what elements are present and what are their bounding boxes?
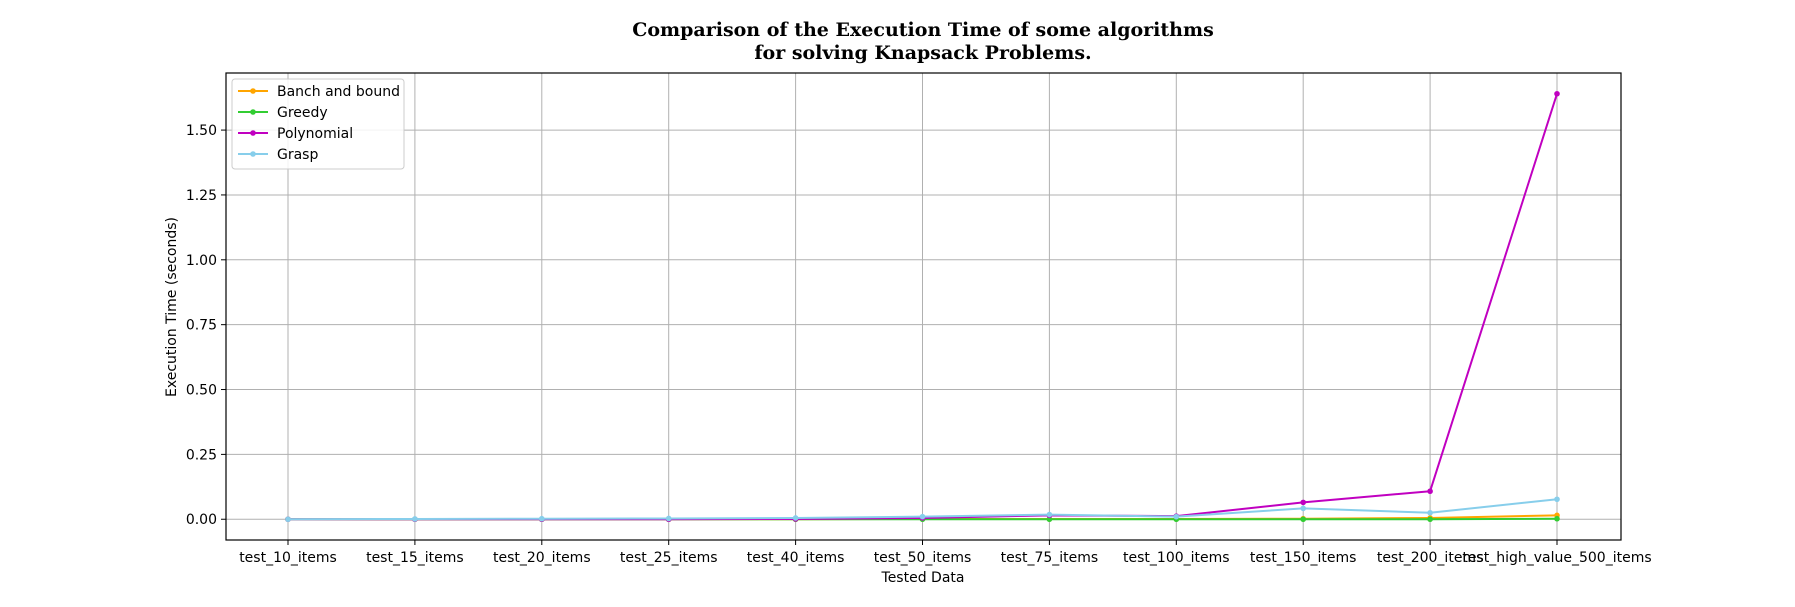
x-tick-label: test_25_items [620, 550, 718, 566]
y-tick-label: 0.25 [186, 447, 217, 463]
x-tick-label: test_15_items [366, 550, 464, 566]
data-point-grasp [412, 516, 418, 522]
data-point-polynomial [1554, 90, 1560, 97]
data-point-polynomial [1427, 488, 1433, 495]
legend: Banch and bound Greedy Polynomial Grasp [231, 78, 405, 170]
data-point-grasp [1300, 505, 1306, 512]
y-tick-label: 0.50 [186, 383, 217, 399]
data-point-grasp [1427, 509, 1433, 516]
y-tick-label: 0.75 [186, 318, 217, 334]
data-point-grasp [792, 515, 799, 521]
data-point-polynomial [1300, 499, 1306, 506]
legend-label: Greedy [277, 105, 328, 121]
axis-ticks: test_10_items test_15_items test_20_items t… [186, 123, 1652, 566]
grid [226, 73, 1621, 540]
data-point-grasp [665, 515, 672, 522]
legend-marker [250, 130, 256, 136]
data-point-greedy [1300, 516, 1306, 523]
x-tick-label: test_150_items [1250, 550, 1357, 566]
chart-title-line-1: Comparison of the Execution Time of some… [632, 19, 1214, 41]
y-tick-label: 1.50 [186, 123, 217, 139]
data-point-grasp [285, 516, 291, 523]
data-point-greedy [1554, 515, 1560, 522]
chart-title-line-2: for solving Knapsack Problems. [754, 42, 1091, 64]
x-tick-label: test_200_items [1377, 550, 1484, 566]
x-tick-label: test_100_items [1123, 550, 1230, 566]
data-point-grasp [539, 515, 545, 522]
plot-area [226, 73, 1621, 540]
x-tick-label: test_10_items [239, 550, 337, 566]
legend-box [231, 78, 405, 170]
series-lines [285, 90, 1560, 523]
data-point-greedy [1427, 516, 1433, 523]
legend-marker [250, 151, 256, 157]
legend-marker [250, 88, 256, 94]
x-tick-label: test_75_items [1001, 550, 1099, 566]
legend-label: Grasp [277, 147, 318, 163]
x-tick-label: test_40_items [747, 550, 845, 566]
x-axis-label: Tested Data [881, 570, 965, 586]
data-point-grasp [1046, 511, 1053, 518]
legend-marker [250, 109, 256, 115]
legend-label: Polynomial [277, 126, 353, 142]
legend-item-banch-and-bound: Banch and bound [238, 84, 400, 100]
legend-label: Banch and bound [277, 84, 400, 100]
x-tick-label: test_20_items [493, 550, 591, 566]
legend-item-greedy: Greedy [238, 105, 328, 121]
y-tick-label: 0.00 [186, 512, 217, 528]
y-axis-label: Execution Time (seconds) [164, 217, 180, 397]
y-tick-label: 1.00 [186, 253, 217, 269]
data-point-grasp [1554, 496, 1560, 503]
legend-item-polynomial: Polynomial [238, 126, 353, 142]
legend-item-grasp: Grasp [238, 147, 318, 163]
x-tick-label: test_50_items [874, 550, 972, 566]
data-point-grasp [919, 513, 926, 520]
data-point-grasp [1173, 513, 1180, 520]
x-tick-label: test_high_value_500_items [1462, 550, 1651, 566]
data-point-greedy [1046, 516, 1053, 523]
plot-frame [225, 72, 1622, 541]
y-tick-label: 1.25 [186, 188, 217, 204]
series-grasp [285, 496, 1560, 523]
